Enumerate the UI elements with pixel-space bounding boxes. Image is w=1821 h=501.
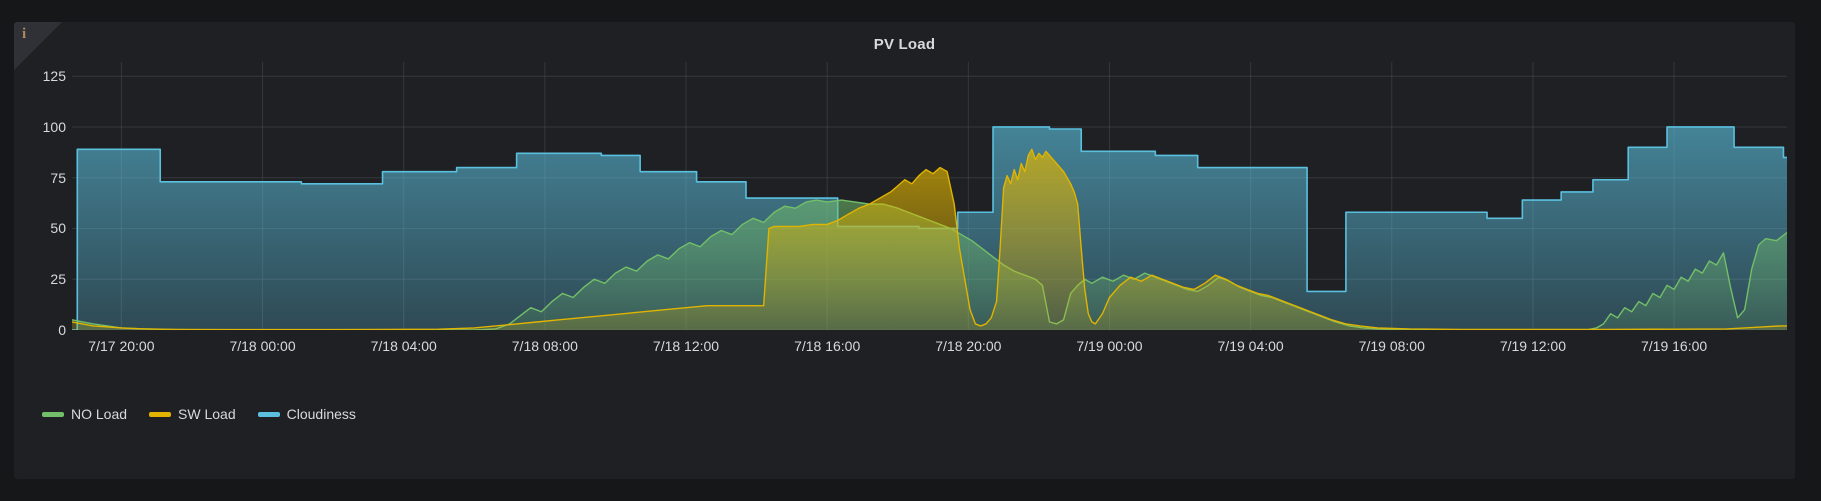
y-axis: 0 25 50 75 100 125 bbox=[14, 62, 66, 338]
legend-item[interactable]: Cloudiness bbox=[257, 406, 356, 422]
legend-swatch-cloudiness bbox=[257, 411, 280, 417]
x-axis-tick: 7/18 08:00 bbox=[511, 338, 578, 354]
legend-item[interactable]: SW Load bbox=[149, 406, 236, 422]
chart-canvas[interactable] bbox=[72, 62, 1787, 330]
legend-swatch-no-load bbox=[42, 411, 64, 417]
series-area bbox=[72, 149, 1787, 330]
x-axis-tick: 7/17 20:00 bbox=[88, 338, 155, 354]
x-axis-tick: 7/19 16:00 bbox=[1640, 338, 1708, 354]
x-axis: 7/17 20:00 7/18 00:00 7/18 04:00 7/18 08:00… bbox=[72, 334, 1787, 360]
x-axis-tick: 7/18 12:00 bbox=[652, 338, 720, 354]
y-axis-tick: 0 bbox=[58, 322, 66, 338]
series-line bbox=[72, 199, 1787, 330]
y-axis-tick: 25 bbox=[50, 271, 66, 288]
x-axis-tick: 7/19 08:00 bbox=[1358, 338, 1425, 354]
y-axis-tick: 100 bbox=[42, 118, 66, 135]
series-line bbox=[72, 148, 1787, 330]
x-axis-tick: 7/19 04:00 bbox=[1217, 338, 1284, 354]
x-axis-tick: 7/18 00:00 bbox=[229, 338, 296, 354]
plot-area: 0 25 50 75 100 125 7/17 20:00 7/18 00:00 7/18 0… bbox=[14, 62, 1795, 402]
legend-item[interactable]: NO Load bbox=[42, 406, 127, 422]
graph-panel: i PV Load 0 25 50 75 100 125 7/17 20:00 7/18 0… bbox=[14, 22, 1795, 479]
legend-label: NO Load bbox=[71, 406, 128, 422]
x-axis-tick: 7/19 00:00 bbox=[1076, 338, 1143, 354]
legend-label: SW Load bbox=[178, 406, 236, 422]
y-axis-tick: 75 bbox=[50, 169, 66, 186]
x-axis-tick: 7/19 12:00 bbox=[1499, 338, 1567, 354]
x-axis-tick: 7/18 04:00 bbox=[370, 338, 437, 354]
panel-title: PV Load bbox=[873, 36, 936, 53]
y-axis-tick: 125 bbox=[42, 68, 66, 85]
chart-legend: NO Load SW Load Cloudiness bbox=[42, 406, 356, 422]
legend-label: Cloudiness bbox=[286, 406, 356, 422]
x-axis-tick: 7/18 20:00 bbox=[935, 338, 1002, 354]
chart-svg bbox=[72, 62, 1787, 330]
x-axis-tick: 7/18 16:00 bbox=[794, 338, 861, 354]
info-icon: i bbox=[22, 26, 27, 42]
panel-info-corner[interactable]: i bbox=[14, 22, 62, 70]
corner-triangle bbox=[14, 22, 62, 70]
series-line bbox=[72, 126, 1787, 330]
y-axis-tick: 50 bbox=[50, 220, 66, 237]
legend-swatch-sw-load bbox=[149, 411, 172, 417]
